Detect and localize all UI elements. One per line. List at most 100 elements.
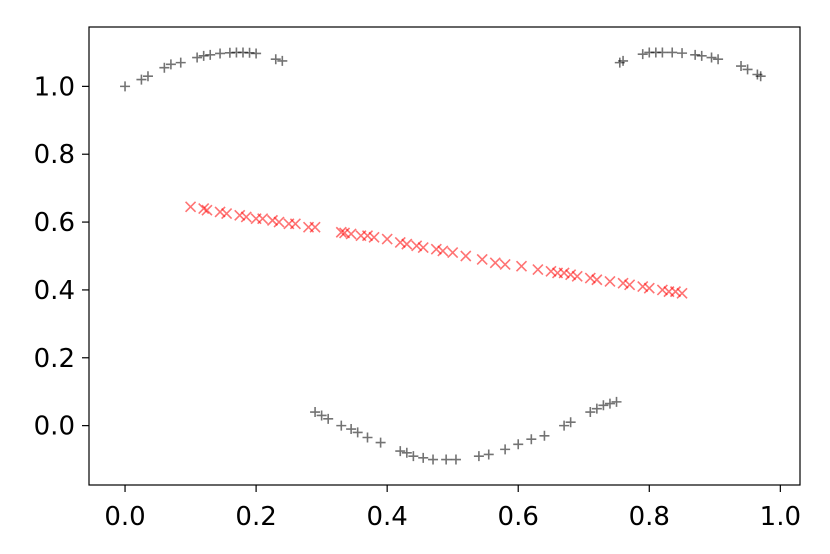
plus-marker-41 [395,446,406,457]
plus-marker-15 [270,54,281,65]
plus-marker-53 [539,430,550,441]
plus-marker-38 [352,427,363,438]
x-marker-23 [401,238,413,250]
x-marker-6 [240,211,252,223]
plus-marker-2 [142,71,153,82]
plus-marker-19 [637,49,648,60]
x-axis: 0.0 0.2 0.4 0.6 0.8 1.0 [104,485,801,532]
x-tick-label: 0.6 [498,502,539,532]
x-marker-28 [447,247,459,259]
plus-marker-59 [604,398,615,409]
plus-marker-42 [401,447,412,458]
x-marker-17 [345,228,357,240]
x-marker-10 [273,216,285,228]
plus-marker-3 [159,62,170,73]
plus-marker-7 [198,50,209,61]
x-marker-43 [617,277,629,289]
x-marker-21 [381,233,393,245]
plus-marker-37 [346,424,357,435]
plus-marker-1 [136,74,147,85]
y-tick-label: 0.4 [34,276,75,306]
plus-marker-45 [428,454,439,465]
plus-marker-24 [677,48,688,59]
plus-marker-26 [696,50,707,61]
plus-marker-39 [362,432,373,443]
x-marker-19 [361,230,374,242]
plus-marker-40 [375,437,386,448]
x-marker-8 [257,213,269,225]
plus-marker-50 [500,444,511,455]
x-marker-4 [221,208,233,220]
x-marker-50 [676,287,688,299]
plus-marker-0 [120,81,131,92]
data-points [120,47,766,465]
plus-marker-5 [175,57,186,68]
x-marker-41 [591,274,603,286]
plus-marker-57 [591,403,602,414]
x-marker-14 [309,221,321,233]
x-marker-25 [417,241,429,254]
plus-marker-4 [165,59,176,70]
y-tick-label: 1.0 [34,72,75,102]
plus-marker-8 [205,49,216,60]
x-marker-38 [565,269,577,281]
plus-marker-44 [418,452,429,463]
y-tick-label: 0.0 [34,412,75,442]
x-marker-9 [266,214,279,226]
plus-marker-43 [408,451,419,462]
plus-marker-29 [736,61,747,72]
y-tick-label: 0.8 [34,140,75,170]
plot-area [88,26,801,486]
x-marker-45 [637,280,649,293]
x-tick-label: 1.0 [760,502,801,532]
x-marker-5 [234,209,246,221]
x-tick-label: 0.8 [629,502,670,532]
x-marker-46 [643,282,655,294]
x-tick-label: 0.4 [366,502,407,532]
plus-marker-47 [450,454,461,465]
x-tick-label: 0.2 [235,502,276,532]
plus-marker-14 [251,48,262,59]
x-marker-34 [532,264,544,276]
plus-marker-22 [657,47,668,58]
plus-marker-54 [559,420,570,431]
plus-marker-16 [277,55,288,66]
plus-marker-55 [565,417,576,428]
plus-marker-52 [526,434,537,445]
x-marker-44 [624,279,636,291]
x-marker-0 [185,201,197,213]
plus-marker-60 [611,396,622,407]
plus-marker-33 [310,407,321,418]
plus-marker-6 [192,52,203,63]
x-marker-33 [515,260,528,272]
plus-marker-36 [336,420,347,431]
x-marker-20 [368,231,380,243]
plus-marker-28 [713,54,724,65]
plus-marker-27 [706,52,717,63]
x-marker-37 [558,267,570,279]
plus-marker-32 [755,71,766,82]
x-marker-12 [289,218,301,230]
x-marker-15 [335,226,347,238]
plus-marker-23 [667,47,678,58]
x-marker-39 [571,270,583,282]
x-marker-29 [460,250,472,262]
y-tick-label: 0.6 [34,208,75,238]
x-tick-label: 0.0 [104,502,145,532]
plus-marker-35 [323,413,334,424]
plus-marker-46 [441,454,452,465]
x-marker-24 [411,240,423,252]
x-marker-49 [669,286,682,298]
x-marker-2 [201,204,213,216]
x-marker-42 [604,275,616,288]
x-marker-26 [430,243,442,255]
plus-marker-25 [690,49,701,60]
y-axis: 0.0 0.2 0.4 0.6 0.8 1.0 [34,72,89,442]
plus-marker-49 [483,449,494,460]
plus-marker-30 [742,64,753,75]
x-marker-47 [656,284,668,296]
x-marker-27 [437,245,449,257]
x-marker-22 [394,236,406,248]
plus-marker-51 [513,439,524,450]
